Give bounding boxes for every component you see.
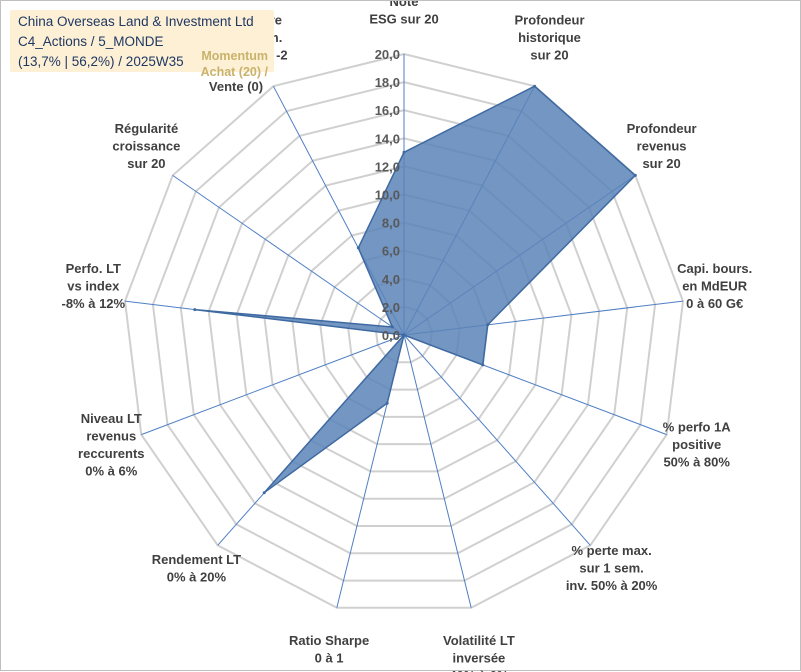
radar-tick-label: 8,0 <box>382 216 400 231</box>
radar-axis-label-line: historique <box>518 30 581 45</box>
radar-tick-label: 12,0 <box>375 159 400 174</box>
radar-data-point <box>262 491 266 495</box>
radar-axis-label-line: 50% à 80% <box>663 455 730 470</box>
radar-axis-label-line: Volatilité LT <box>443 633 515 648</box>
radar-axis-label: Rendement LT 0% à 20% <box>152 552 241 585</box>
radar-data-point <box>486 323 490 327</box>
radar-data-point <box>402 333 406 337</box>
radar-axis-label-line: sur 20 <box>642 156 680 171</box>
radar-axis-label: Ratio Sharpe 0 à 1 <box>289 633 369 666</box>
chart-title-box: China Overseas Land & Investment Ltd C4_… <box>10 10 274 79</box>
radar-axis-label-line: revenus <box>86 429 136 444</box>
radar-axis-label-line: Profondeur <box>627 121 697 136</box>
radar-axis-label-line: inv. 50% à 20% <box>566 578 658 593</box>
radar-spoke <box>172 174 405 336</box>
radar-data-point <box>193 308 197 312</box>
radar-axis-label-line: 0% à 20% <box>167 569 227 584</box>
radar-data-point <box>533 84 537 88</box>
radar-axis-label-line: % perfo 1A <box>663 420 732 435</box>
radar-tick-label: 18,0 <box>375 75 400 90</box>
radar-axis-label-line: -8% à 12% <box>62 296 126 311</box>
radar-axis-label-line: positive <box>672 437 721 452</box>
radar-axis-label-line: 0% à 6% <box>85 464 137 479</box>
radar-axis-label-line: reccurents <box>78 446 144 461</box>
radar-tick-label: 14,0 <box>375 131 400 146</box>
radar-axis-label-line: inversée <box>453 650 506 665</box>
radar-tick-labels: 0,0 2,0 4,0 6,0 8,0 10,0 12,0 14,0 16,0 18,0 20,0 <box>375 47 400 343</box>
radar-axis-label-line: Rendement LT <box>152 552 241 567</box>
radar-spoke <box>403 334 591 546</box>
radar-axis-label: Capi. bours. en MdEUR 0 à 60 G€ <box>677 261 752 311</box>
radar-axis-label-line: sur 20 <box>127 156 165 171</box>
radar-axis-label-line: Perfo. LT <box>66 261 121 276</box>
radar-axis-label-line: ESG sur 20 <box>369 12 438 27</box>
radar-axis-label-line: 0 à 1 <box>315 650 344 665</box>
radar-tick-label: 20,0 <box>375 47 400 62</box>
radar-tick-label: 0,0 <box>382 328 400 343</box>
radar-axis-label-line: Note <box>390 1 419 9</box>
radar-axis-label-line: en MdEUR <box>682 279 748 294</box>
radar-spoke <box>403 334 472 608</box>
radar-axis-label-line: Ratio Sharpe <box>289 633 369 648</box>
radar-series <box>193 84 637 495</box>
radar-axis-label: Perfo. LT vs index -8% à 12% <box>62 261 126 311</box>
radar-axis-label: Note ESG sur 20 <box>369 1 438 27</box>
momentum-label: Momentum Achat (20) / <box>178 48 268 80</box>
radar-axis-label-line: Régularité <box>115 121 179 136</box>
radar-axis-label: Profondeur historique sur 20 <box>514 12 584 62</box>
title-line-2: C4_Actions / 5_MONDE <box>18 34 164 49</box>
radar-data-point <box>481 363 485 367</box>
radar-axis-label-line: sur 1 sem. <box>579 561 643 576</box>
radar-tick-label: 2,0 <box>382 300 400 315</box>
radar-data-point <box>356 246 360 250</box>
radar-axis-label-line: croissance <box>112 138 180 153</box>
radar-axis-label: Volatilité LT inversée 40% à 0% <box>443 633 515 672</box>
radar-axis-label-line: Profondeur <box>514 12 584 27</box>
radar-axis-label-line: % perte max. <box>571 543 651 558</box>
momentum-line-1: Momentum <box>201 49 268 63</box>
radar-tick-label: 16,0 <box>375 103 400 118</box>
radar-axis-label-line: 40% à 0% <box>449 668 509 672</box>
radar-axis-label-line: vs index <box>67 279 120 294</box>
radar-data-point <box>385 401 389 405</box>
grid-ring <box>179 109 629 555</box>
radar-axis-label: Régularité croissance sur 20 <box>112 121 180 171</box>
radar-axis-label: Profondeur revenus sur 20 <box>627 121 697 171</box>
radar-axis-label-line: sur 20 <box>530 47 568 62</box>
radar-axis-label: % perfo 1A positive 50% à 80% <box>663 420 732 470</box>
grid-ring <box>151 81 657 582</box>
title-line-3: (13,7% | 56,2%) / 2025W35 <box>18 54 184 69</box>
radar-axis-label: Niveau LT revenus reccurents 0% à 6% <box>78 411 144 479</box>
radar-data-point <box>390 325 394 329</box>
radar-axis-label-line: Niveau LT <box>81 411 142 426</box>
title-line-1: China Overseas Land & Investment Ltd <box>18 14 254 29</box>
radar-axis-label-line: 0 à 60 G€ <box>686 296 743 311</box>
radar-data-point <box>402 150 406 154</box>
radar-axis-label: % perte max. sur 1 sem. inv. 50% à 20% <box>566 543 658 593</box>
radar-tick-label: 10,0 <box>375 188 400 203</box>
radar-tick-label: 6,0 <box>382 244 400 259</box>
momentum-line-3: Vente (0) <box>208 79 264 94</box>
radar-data-point <box>633 173 637 177</box>
radar-spoke <box>141 334 405 436</box>
radar-axis-label-line: Capi. bours. <box>677 261 752 276</box>
grid-ring <box>123 52 685 609</box>
radar-tick-label: 4,0 <box>382 272 400 287</box>
momentum-line-2: Achat (20) / <box>200 65 268 79</box>
radar-axis-label-line: revenus <box>637 138 687 153</box>
